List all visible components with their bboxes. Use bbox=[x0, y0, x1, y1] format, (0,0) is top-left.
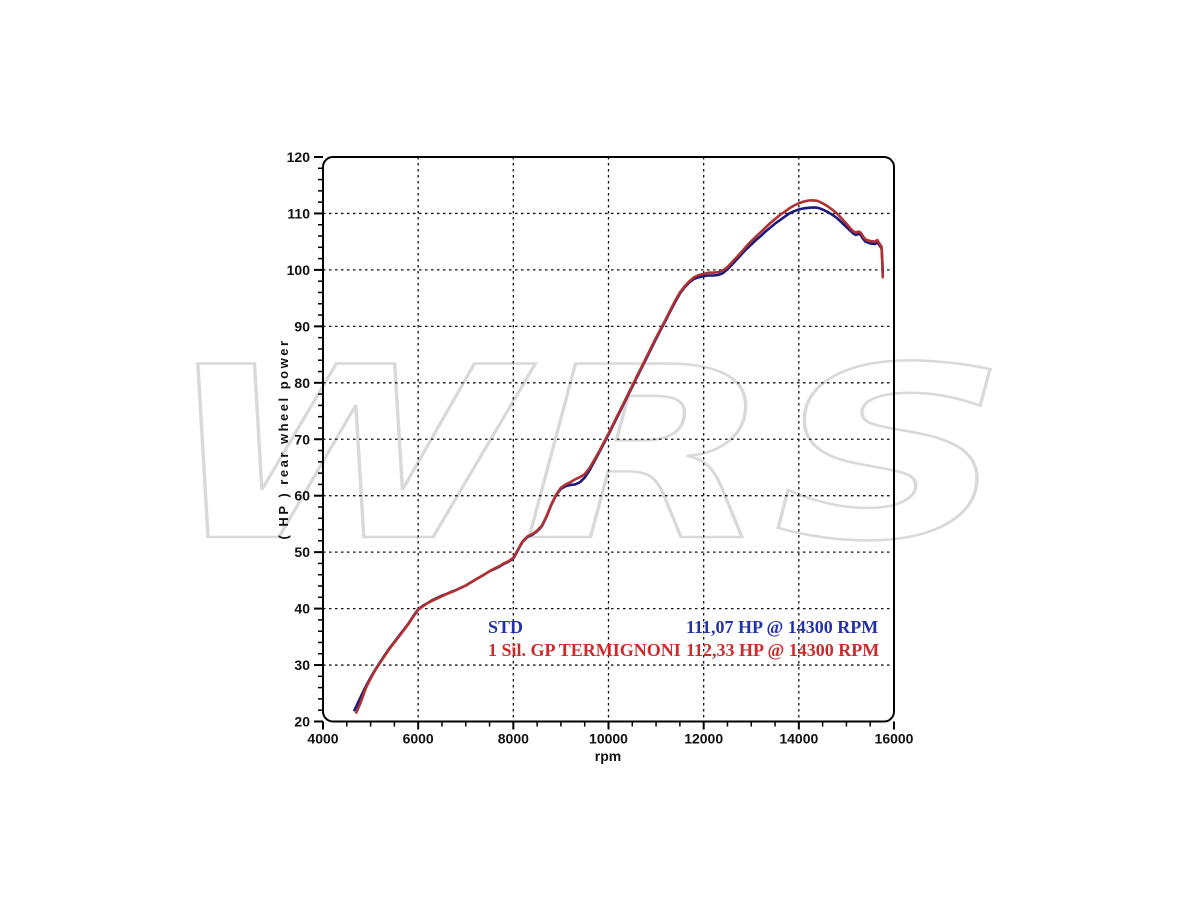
y-axis-title: ( HP ) rear wheel power bbox=[276, 338, 291, 539]
curve-termignoni bbox=[354, 199, 885, 714]
y-tick-label: 30 bbox=[294, 657, 310, 673]
watermark-text: WRS bbox=[163, 317, 1008, 594]
legend-label-std: STD bbox=[488, 617, 523, 637]
x-tick-label: 4000 bbox=[307, 731, 338, 747]
x-tick-label: 6000 bbox=[403, 731, 434, 747]
x-tick-label: 14000 bbox=[779, 731, 818, 747]
y-tick-label: 40 bbox=[294, 601, 310, 617]
y-tick-label: 100 bbox=[287, 262, 311, 278]
legend-value-std: 111,07 HP @ 14300 RPM bbox=[686, 617, 878, 637]
power-curves bbox=[353, 199, 885, 714]
tick-labels: 20 30 40 50 60 70 80 90 100 110 120 4000 6000 8000 100… bbox=[287, 149, 914, 747]
legend: STD 111,07 HP @ 14300 RPM 1 Sil. GP TERM… bbox=[488, 617, 879, 660]
gridlines bbox=[323, 157, 894, 722]
x-tick-label: 12000 bbox=[684, 731, 723, 747]
y-tick-label: 120 bbox=[287, 149, 311, 165]
x-tick-label: 8000 bbox=[498, 731, 529, 747]
y-tick-label: 60 bbox=[294, 488, 310, 504]
y-tick-label: 70 bbox=[294, 431, 310, 447]
axis-ticks bbox=[314, 156, 895, 730]
y-tick-label: 20 bbox=[294, 714, 310, 730]
y-tick-label: 80 bbox=[294, 375, 310, 391]
legend-label-termignoni: 1 Sil. GP TERMIGNONI bbox=[488, 640, 681, 660]
y-tick-label: 110 bbox=[287, 205, 310, 221]
x-tick-label: 16000 bbox=[875, 731, 914, 747]
y-tick-label: 90 bbox=[294, 318, 310, 334]
x-axis-title: rpm bbox=[595, 748, 621, 764]
y-tick-label: 50 bbox=[294, 544, 310, 560]
x-tick-label: 10000 bbox=[589, 731, 628, 747]
legend-value-termignoni: 112,33 HP @ 14300 RPM bbox=[686, 640, 879, 660]
